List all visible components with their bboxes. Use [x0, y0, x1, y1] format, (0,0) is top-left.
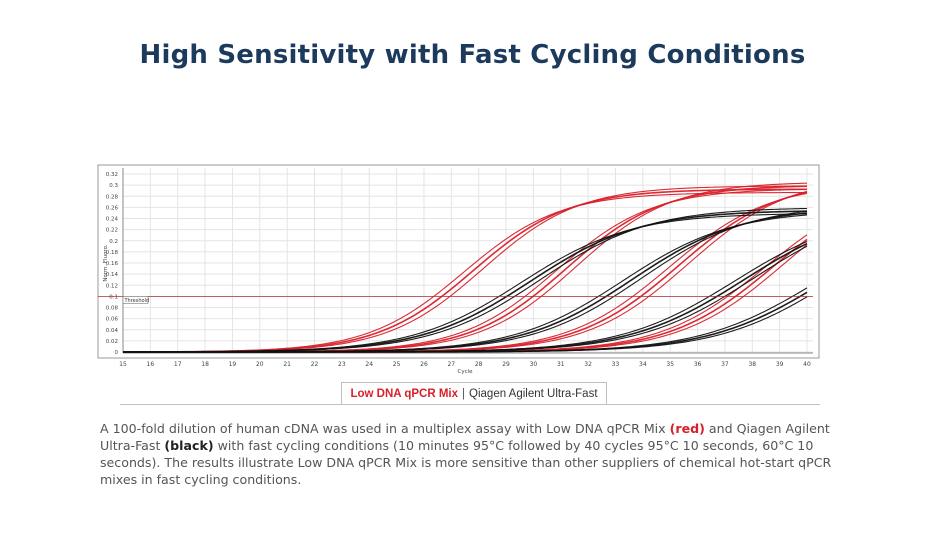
x-tick-label: 17: [174, 361, 182, 368]
x-tick-label: 19: [229, 361, 237, 368]
chart-curves: [122, 182, 808, 353]
y-tick-label: 0.18: [106, 250, 119, 256]
x-tick-label: 24: [365, 361, 373, 368]
caption-part-2: and Qiagen Agilent Ultra-Fast: [100, 421, 830, 453]
amplification-chart: 15 16 17 18 19 20 21 22 23 24 25 26 27 28 29 30 31 32 33 34…: [97, 164, 820, 375]
x-tick-label: 18: [201, 361, 209, 368]
y-tick-label: 0.02: [106, 339, 118, 345]
x-tick-label: 39: [776, 361, 784, 368]
y-tick-label: 0.1: [109, 294, 118, 300]
y-tick-label: 0.32: [106, 172, 118, 178]
y-tick-label: 0.26: [106, 205, 119, 211]
x-tick-label: 28: [475, 361, 483, 368]
x-axis-title: Cycle: [457, 369, 473, 375]
x-tick-label: 30: [530, 361, 538, 368]
chart-caption: A 100-fold dilution of human cDNA was us…: [100, 420, 840, 488]
y-tick-label: 0.3: [109, 183, 118, 189]
caption-red-word: (red): [669, 421, 705, 436]
x-tick-label: 33: [612, 361, 620, 368]
legend-red-label: Low DNA qPCR Mix: [350, 388, 459, 400]
chart-axes: 15 16 17 18 19 20 21 22 23 24 25 26 27 28 29 30 31 32 33 34…: [103, 168, 813, 375]
chart-grid: [122, 168, 813, 353]
x-tick-label: 23: [338, 361, 346, 368]
caption-black-word: (black): [164, 438, 214, 453]
page-title: High Sensitivity with Fast Cycling Condi…: [139, 40, 806, 70]
chart-legend: Low DNA qPCR Mix | Qiagen Agilent Ultra-Fa…: [341, 382, 607, 405]
x-tick-label: 37: [721, 361, 729, 368]
y-tick-label: 0.12: [106, 283, 118, 289]
x-tick-label: 21: [283, 361, 291, 368]
y-tick-label: 0.28: [106, 194, 119, 200]
y-tick-label: 0.06: [106, 317, 119, 323]
y-axis-title: Norm. Fluoro.: [103, 244, 109, 281]
x-tick-label: 16: [147, 361, 155, 368]
x-tick-label: 20: [256, 361, 264, 368]
legend-divider: [120, 404, 820, 405]
y-tick-label: 0.14: [106, 272, 119, 278]
x-tick-label: 32: [584, 361, 592, 368]
x-tick-label: 22: [311, 361, 319, 368]
x-tick-label: 27: [447, 361, 455, 368]
y-tick-label: 0.2: [109, 239, 118, 245]
x-tick-label: 35: [666, 361, 674, 368]
legend-black-label: Qiagen Agilent Ultra-Fast: [469, 388, 598, 400]
x-tick-label: 40: [803, 361, 811, 368]
x-tick-label: 15: [119, 361, 127, 368]
x-tick-label: 26: [420, 361, 428, 368]
y-tick-label: 0: [115, 350, 119, 356]
legend-separator: |: [462, 388, 466, 400]
x-tick-label: 34: [639, 361, 647, 368]
threshold-label: Threshold: [124, 298, 150, 304]
y-tick-label: 0.04: [106, 328, 119, 334]
y-tick-label: 0.24: [106, 217, 119, 223]
y-tick-label: 0.08: [106, 306, 119, 312]
caption-part-3: with fast cycling conditions (10 minutes…: [100, 438, 832, 487]
x-tick-label: 25: [393, 361, 401, 368]
x-tick-label: 38: [748, 361, 756, 368]
threshold-label-box: [122, 296, 149, 304]
chart-threshold: Threshold: [98, 295, 813, 304]
y-tick-label: 0.22: [106, 228, 118, 234]
x-tick-label: 29: [502, 361, 510, 368]
x-tick-label: 31: [557, 361, 565, 368]
y-tick-label: 0.16: [106, 261, 119, 267]
chart-frame: [97, 164, 820, 359]
caption-part-1: A 100-fold dilution of human cDNA was us…: [100, 421, 670, 436]
amplification-curve: [123, 296, 808, 353]
x-tick-label: 36: [694, 361, 702, 368]
